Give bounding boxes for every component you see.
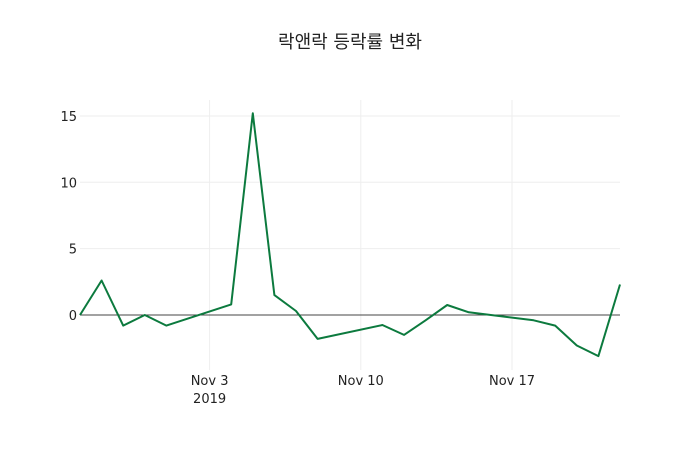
gridlines: [80, 100, 620, 370]
data-line: [79, 112, 621, 358]
y-tick-label: 15: [60, 110, 77, 125]
y-tick-label: 5: [69, 243, 77, 258]
x-tick-year: 2019: [193, 392, 226, 407]
x-tick-label: Nov 10: [338, 374, 384, 389]
axes: Nov 3 2019 Nov 10 Nov 17 0 5 10 15: [60, 110, 535, 407]
x-tick-label: Nov 3: [191, 374, 229, 389]
y-tick-label: 0: [69, 309, 77, 324]
y-tick-label: 10: [60, 176, 77, 191]
x-tick-label: Nov 17: [489, 374, 535, 389]
chart-title: 락앤락 등락률 변화: [278, 32, 422, 53]
